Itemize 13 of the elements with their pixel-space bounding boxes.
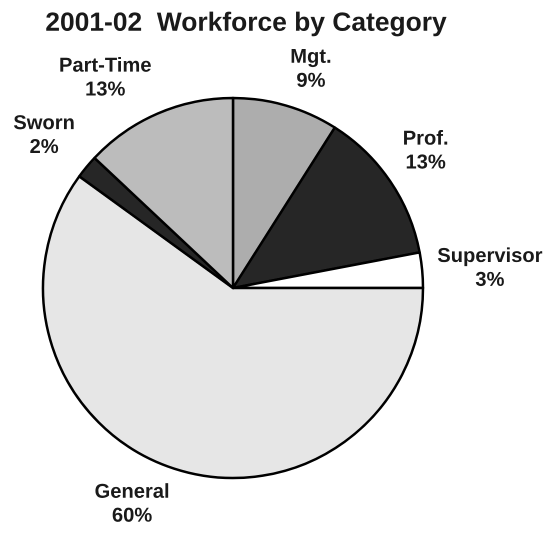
- data-label: 13%: [86, 81, 125, 96]
- data-label: 2%: [30, 138, 58, 154]
- slice-label: Prof.: [404, 130, 448, 145]
- data-label: 13%: [406, 154, 446, 169]
- data-label: 60%: [112, 508, 152, 522]
- data-label: 9%: [297, 72, 325, 87]
- slice-label: Sworn: [14, 115, 74, 130]
- slice-label: Supervisor: [438, 247, 542, 266]
- chart-title: 2001-02 Workforce by Category: [46, 12, 447, 36]
- slice-label: Part-Time: [60, 57, 151, 72]
- slice-label: General: [95, 483, 168, 498]
- data-label: 3%: [476, 272, 504, 286]
- slice-label: Mgt.: [292, 48, 330, 68]
